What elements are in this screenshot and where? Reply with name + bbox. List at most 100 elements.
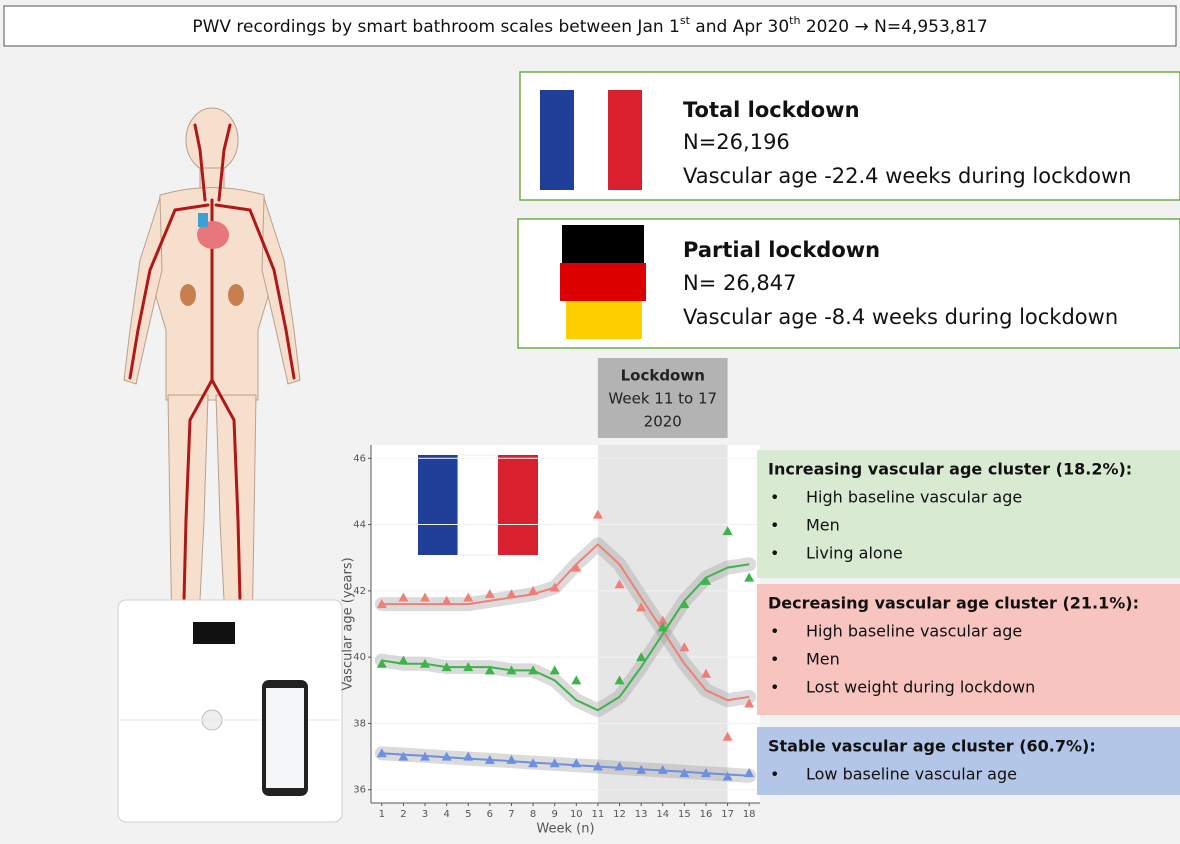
y-tick-label: 46 (353, 453, 366, 464)
header-text: PWV recordings by smart bathroom scales … (192, 14, 987, 37)
header-sup: st (680, 14, 691, 27)
bullet: • (770, 516, 779, 535)
y-tick-label: 42 (353, 586, 366, 597)
data-point (614, 579, 625, 589)
data-point (722, 526, 733, 536)
cluster-item: Low baseline vascular age (806, 765, 1017, 784)
y-tick-label: 36 (353, 785, 366, 796)
data-point (376, 748, 387, 758)
x-tick-label: 6 (487, 809, 493, 820)
data-point (398, 655, 409, 665)
header-part: and Apr 30 (690, 17, 789, 37)
x-tick-label: 14 (656, 809, 669, 820)
x-tick-label: 12 (613, 809, 626, 820)
data-point (506, 589, 517, 599)
data-point (700, 575, 711, 585)
data-point (657, 615, 668, 625)
country-effect: Vascular age -8.4 weeks during lockdown (683, 305, 1118, 329)
data-point (657, 764, 668, 774)
data-point (420, 658, 431, 668)
data-point (744, 698, 755, 708)
lockdown-period: Week 11 to 17 (608, 390, 717, 408)
data-point (463, 751, 474, 761)
data-point (571, 758, 582, 768)
data-point (506, 665, 517, 675)
x-tick-label: 3 (422, 809, 428, 820)
y-tick-label: 40 (353, 652, 366, 663)
data-point (441, 662, 452, 672)
data-point (636, 602, 647, 612)
cluster-item: Living alone (806, 544, 903, 563)
cluster-box (757, 450, 1180, 578)
trend-line (381, 752, 750, 777)
data-point (506, 754, 517, 764)
country-n: N=26,196 (683, 130, 790, 154)
data-point (722, 771, 733, 781)
y-tick-label: 44 (353, 520, 366, 531)
x-tick-label: 11 (592, 809, 605, 820)
x-tick-label: 17 (721, 809, 734, 820)
france-map-icon (418, 454, 538, 556)
data-point (376, 599, 387, 609)
data-point (398, 751, 409, 761)
data-point (571, 562, 582, 572)
data-point (484, 754, 495, 764)
chart: Lockdown Week 11 to 17 2020 Week (n) Vas… (341, 358, 760, 837)
cluster-item: High baseline vascular age (806, 488, 1022, 507)
lockdown-label: Lockdown (621, 367, 705, 385)
data-point (528, 665, 539, 675)
data-point (679, 768, 690, 778)
data-point (636, 764, 647, 774)
country-effect: Vascular age -22.4 weeks during lockdown (683, 164, 1132, 188)
data-point (549, 582, 560, 592)
country-n: N= 26,847 (683, 271, 796, 295)
data-point (484, 589, 495, 599)
data-point (549, 758, 560, 768)
data-point (592, 761, 603, 771)
x-tick-label: 2 (400, 809, 406, 820)
cluster-box (757, 584, 1180, 715)
country-box: Total lockdown N=26,196 Vascular age -22… (519, 71, 1180, 201)
data-point (614, 675, 625, 685)
cluster-item: High baseline vascular age (806, 622, 1022, 641)
scale-illustration (117, 599, 343, 823)
x-tick-label: 15 (678, 809, 691, 820)
data-point (420, 592, 431, 602)
header-box (3, 5, 1177, 47)
cluster-item: Men (806, 650, 840, 669)
data-point (722, 731, 733, 741)
data-point (700, 768, 711, 778)
data-point (614, 761, 625, 771)
data-point (398, 592, 409, 602)
data-point (463, 662, 474, 672)
header-part: 2020 → N=4,953,817 (800, 17, 987, 37)
x-tick-label: 5 (465, 809, 471, 820)
data-point (700, 668, 711, 678)
country-title: Total lockdown (683, 98, 860, 122)
cluster-boxes: Increasing vascular age cluster (18.2%):… (757, 450, 1180, 795)
cluster-title: Stable vascular age cluster (60.7%): (768, 737, 1096, 756)
x-tick-label: 8 (530, 809, 536, 820)
cluster-item: Men (806, 516, 840, 535)
data-point (744, 768, 755, 778)
cluster-title: Decreasing vascular age cluster (21.1%): (768, 594, 1139, 613)
x-tick-label: 18 (743, 809, 756, 820)
x-tick-label: 1 (379, 809, 385, 820)
lockdown-header (597, 358, 728, 438)
y-axis-label: Vascular age (years) (341, 557, 356, 690)
x-tick-label: 4 (443, 809, 449, 820)
x-tick-label: 7 (508, 809, 514, 820)
data-point (657, 622, 668, 632)
data-point (636, 652, 647, 662)
data-point (679, 642, 690, 652)
lockdown-year: 2020 (644, 413, 682, 431)
trend-line (381, 563, 750, 712)
header-sup: th (789, 14, 800, 27)
x-tick-label: 10 (570, 809, 583, 820)
bullet: • (770, 622, 779, 641)
data-point (679, 599, 690, 609)
x-tick-label: 9 (552, 809, 558, 820)
cluster-title: Increasing vascular age cluster (18.2%): (768, 460, 1132, 479)
